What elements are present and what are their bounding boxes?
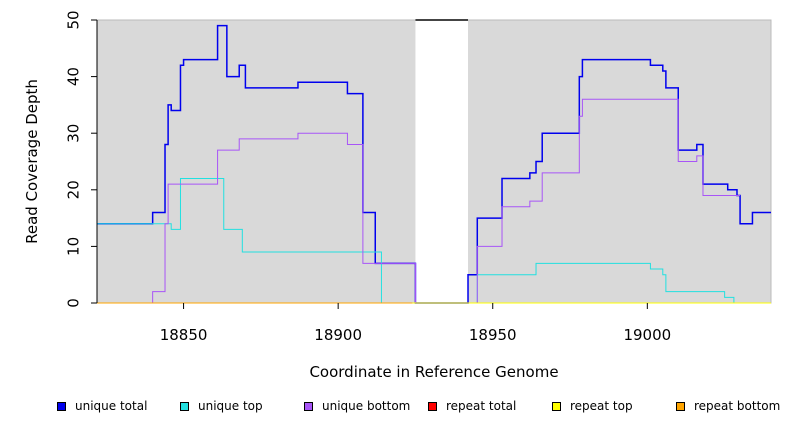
axis-layer: 0 10 20 30 40 50 18850 18900 18950 19000	[65, 10, 672, 344]
legend-item-unique-bottom: unique bottom	[304, 399, 410, 413]
y-axis-label: Read Coverage Depth	[23, 79, 41, 244]
legend: unique total unique top unique bottom repea…	[0, 399, 792, 419]
x-tick-label: 18950	[469, 326, 517, 344]
legend-item-unique-top: unique top	[180, 399, 263, 413]
series-layer	[97, 24, 771, 304]
legend-item-repeat-top: repeat top	[552, 399, 633, 413]
legend-swatch	[304, 401, 313, 411]
legend-swatch	[552, 401, 561, 411]
x-tick-label: 18850	[160, 326, 208, 344]
legend-label: repeat top	[570, 399, 633, 413]
y-tick-label: 30	[65, 124, 83, 143]
legend-label: repeat bottom	[694, 399, 781, 413]
gap-region	[415, 20, 469, 303]
y-tick-label: 20	[65, 180, 83, 199]
legend-label: unique bottom	[322, 399, 411, 413]
x-tick-label: 18900	[314, 326, 362, 344]
x-axis-label: Coordinate in Reference Genome	[309, 363, 558, 381]
legend-label: unique total	[75, 399, 148, 413]
legend-label: repeat total	[446, 399, 517, 413]
y-tick-label: 40	[65, 67, 83, 86]
legend-swatch	[676, 401, 685, 411]
legend-item-repeat-bottom: repeat bottom	[676, 399, 780, 413]
legend-label: unique top	[198, 399, 263, 413]
y-tick-label: 50	[65, 10, 83, 29]
x-tick-label: 19000	[623, 326, 671, 344]
legend-swatch	[57, 401, 66, 411]
legend-swatch	[428, 401, 437, 411]
legend-item-repeat-total: repeat total	[428, 399, 516, 413]
y-tick-label: 10	[65, 237, 83, 256]
y-tick-label: 0	[65, 298, 83, 308]
legend-swatch	[180, 401, 189, 411]
legend-item-unique-total: unique total	[57, 399, 147, 413]
